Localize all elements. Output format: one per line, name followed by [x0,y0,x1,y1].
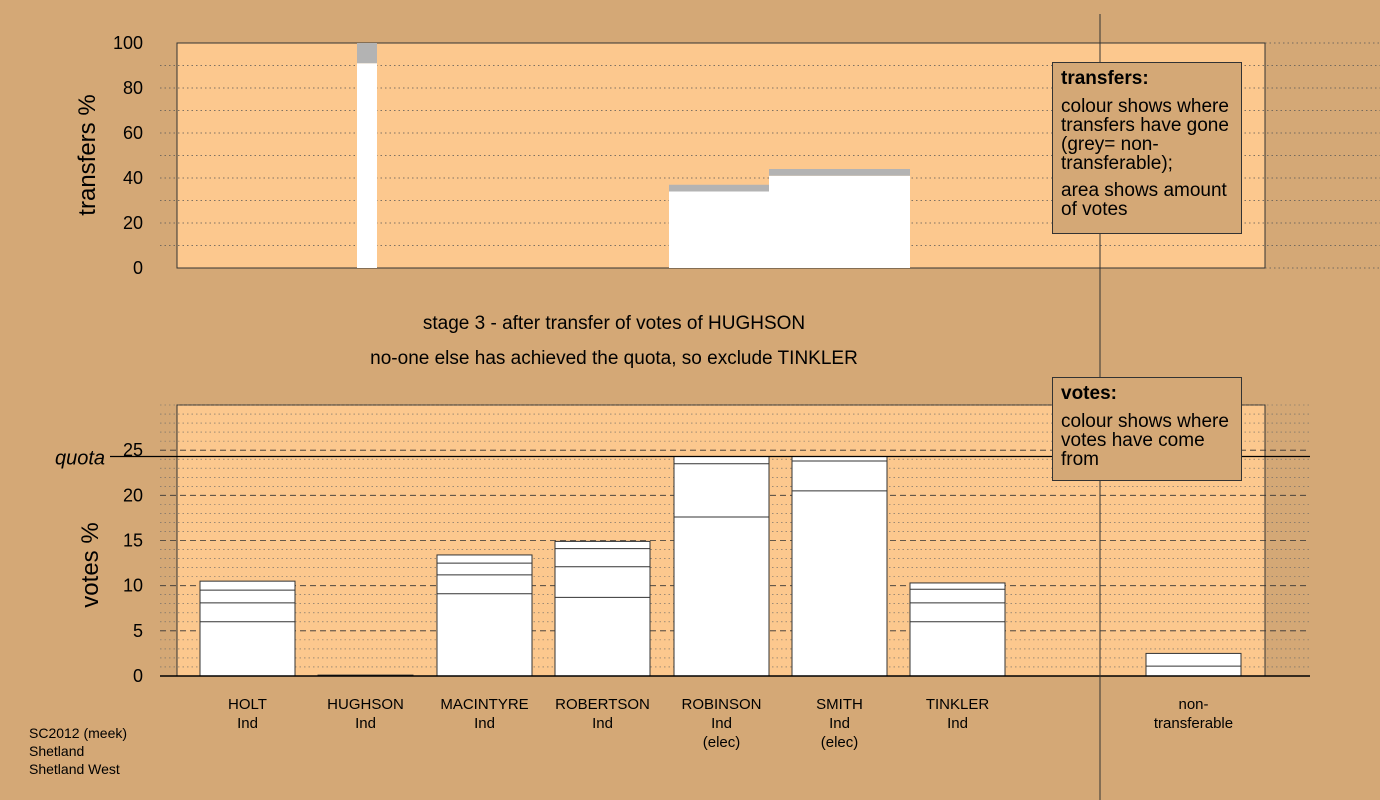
transfer-bar-robinson [669,191,773,268]
votes-bar-tinkler [909,582,1006,677]
candidate-party-label: Ind [474,715,495,732]
votes-legend-title: votes: [1061,383,1117,404]
candidate-party-label: Ind [237,715,258,732]
votes-bar-non [1145,652,1242,677]
nontransferable-bar-robinson [669,184,773,192]
votes-tick-label: 10 [123,576,143,596]
votes-legend-text1: colour shows where votes have come from [1061,411,1229,470]
candidate-name-label: HUGHSON [327,696,404,713]
stage-line1: stage 3 - after transfer of votes of HUG… [422,313,806,334]
stage-line2: no-one else has achieved the quota, so e… [370,348,858,369]
votes-bar-robertson [554,540,651,677]
candidate-name-label: HOLT [228,696,267,713]
votes-bar-smith [791,455,888,677]
transfers-tick-label: 100 [113,33,143,53]
transfers-tick-label: 0 [133,258,143,278]
transfers-legend: transfers: colour shows where transfers … [1052,62,1242,234]
candidate-status-label: (elec) [821,734,859,751]
candidate-status-label: (elec) [703,734,741,751]
transfers-legend-title: transfers: [1061,68,1149,89]
transfers-legend-text2: area shows amount of votes [1061,180,1227,220]
votes-bar-holt [199,580,296,677]
votes-tick-label: 5 [133,621,143,641]
transfers-tick-label: 20 [123,213,143,233]
votes-y-axis-label: votes % [77,522,104,607]
votes-tick-label: 25 [123,440,143,460]
votes-bar-robinson [673,455,770,677]
nontransferable-bar-hughson [357,43,377,64]
candidate-party-label: Ind [355,715,376,732]
transfers-tick-label: 80 [123,78,143,98]
footer-line1: SC2012 (meek) [29,725,128,741]
candidate-party-label: transferable [1154,715,1233,732]
candidate-name-label: non- [1178,696,1208,713]
footer-line3: Shetland West [29,761,120,777]
candidate-party-label: Ind [947,715,968,732]
candidate-name-label: ROBINSON [681,696,761,713]
candidate-party-label: Ind [829,715,850,732]
votes-tick-label: 0 [133,666,143,686]
candidate-name-label: SMITH [816,696,863,713]
candidate-party-label: Ind [711,715,732,732]
transfers-tick-label: 60 [123,123,143,143]
candidate-party-label: Ind [592,715,613,732]
transfers-y-axis-label: transfers % [74,94,101,215]
transfer-bar-smith [769,175,910,268]
footer: SC2012 (meek) Shetland Shetland West [29,724,127,778]
votes-legend: votes: colour shows where votes have com… [1052,377,1242,481]
quota-label: quota [55,447,105,469]
transfers-tick-label: 40 [123,168,143,188]
candidate-name-label: TINKLER [926,696,990,713]
transfer-bar-hughson [357,63,377,268]
nontransferable-bar-smith [769,169,910,176]
transfers-legend-text1: colour shows where transfers have gone (… [1061,96,1229,174]
votes-bar-macintyre [436,554,533,677]
votes-tick-label: 15 [123,531,143,551]
candidate-name-label: MACINTYRE [440,696,528,713]
candidate-name-label: ROBERTSON [555,696,650,713]
footer-line2: Shetland [29,743,85,759]
votes-tick-label: 20 [123,485,143,505]
